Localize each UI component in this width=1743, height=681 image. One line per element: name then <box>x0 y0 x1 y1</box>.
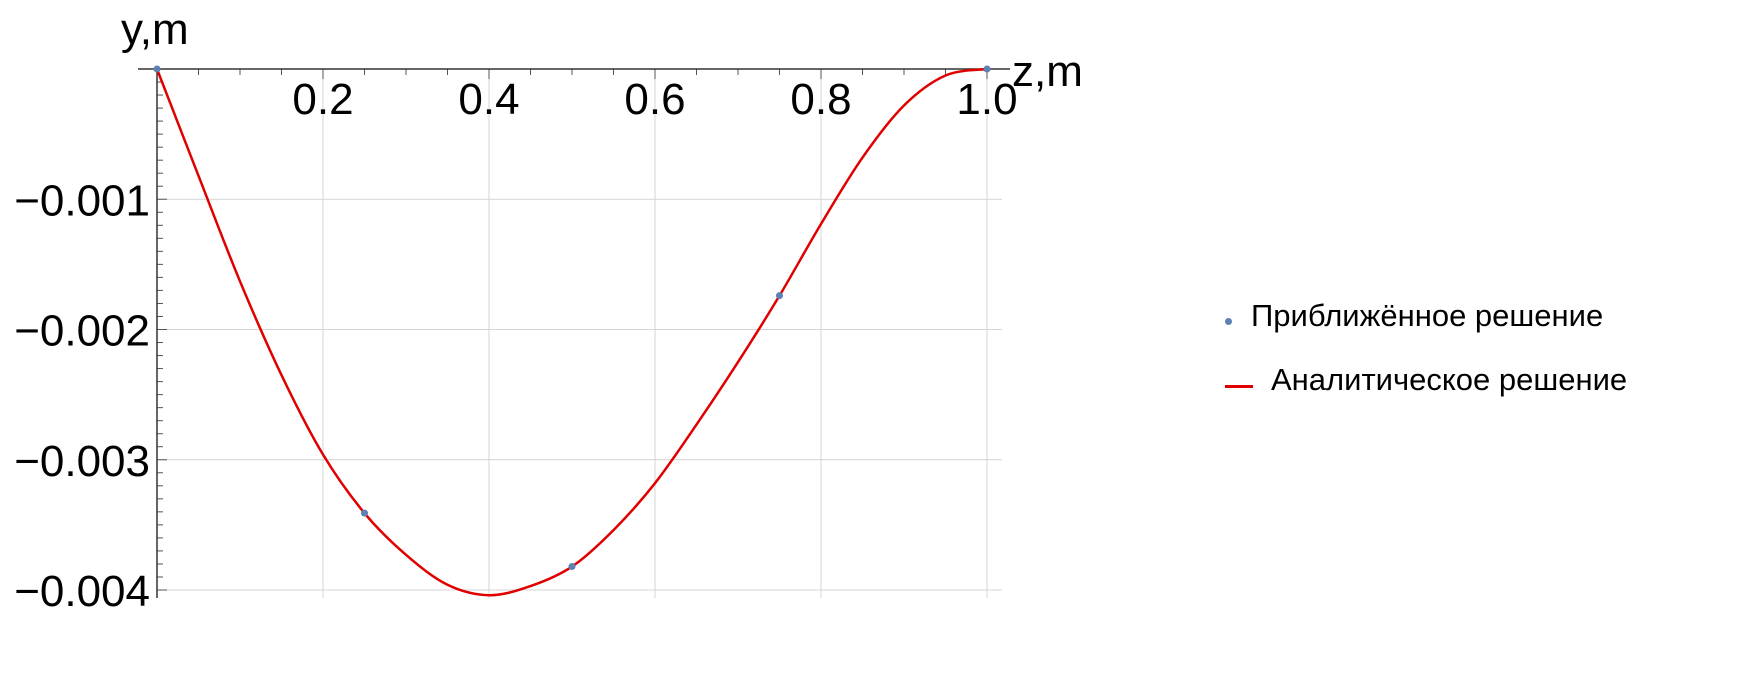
grid <box>157 69 1002 598</box>
y-tick-label-0: −0.001 <box>14 176 150 225</box>
x-tick-labels: 0.2 0.4 0.6 0.8 1.0 <box>292 75 1017 124</box>
y-tick-label-2: −0.003 <box>14 437 150 486</box>
x-tick-label-1: 0.4 <box>458 75 519 124</box>
legend-dot-marker <box>1225 317 1232 325</box>
approx-solution-point-3 <box>776 292 783 300</box>
x-tick-label-0: 0.2 <box>292 75 353 124</box>
legend-item-analytic: Аналитическое решение <box>1225 360 1627 400</box>
approx-solution-point-0 <box>153 65 161 73</box>
analytic-solution-line <box>155 67 988 597</box>
approx-solution-point-4 <box>983 65 991 73</box>
series-layer <box>153 65 991 597</box>
y-tick-label-3: −0.004 <box>14 567 150 616</box>
approx-solution-point-2 <box>568 563 576 571</box>
minor-ticks <box>157 69 988 591</box>
legend-item-approx: Приближённое решение <box>1225 296 1627 336</box>
y-tick-labels: −0.001 −0.002 −0.003 −0.004 <box>14 176 150 616</box>
legend-line-marker <box>1225 384 1253 388</box>
y-axis-label: y,m <box>121 5 189 54</box>
x-tick-label-2: 0.6 <box>624 75 685 124</box>
approx-solution-point-1 <box>361 509 368 517</box>
x-axis-label: z,m <box>1012 47 1083 96</box>
axes <box>138 68 1010 598</box>
y-tick-label-1: −0.002 <box>14 307 150 356</box>
legend-label-approx: Приближённое решение <box>1251 298 1604 333</box>
x-tick-label-3: 0.8 <box>790 75 851 124</box>
legend-label-analytic: Аналитическое решение <box>1271 362 1628 397</box>
legend: Приближённое решение Аналитическое решен… <box>1225 296 1627 424</box>
x-tick-label-4: 1.0 <box>956 75 1017 124</box>
